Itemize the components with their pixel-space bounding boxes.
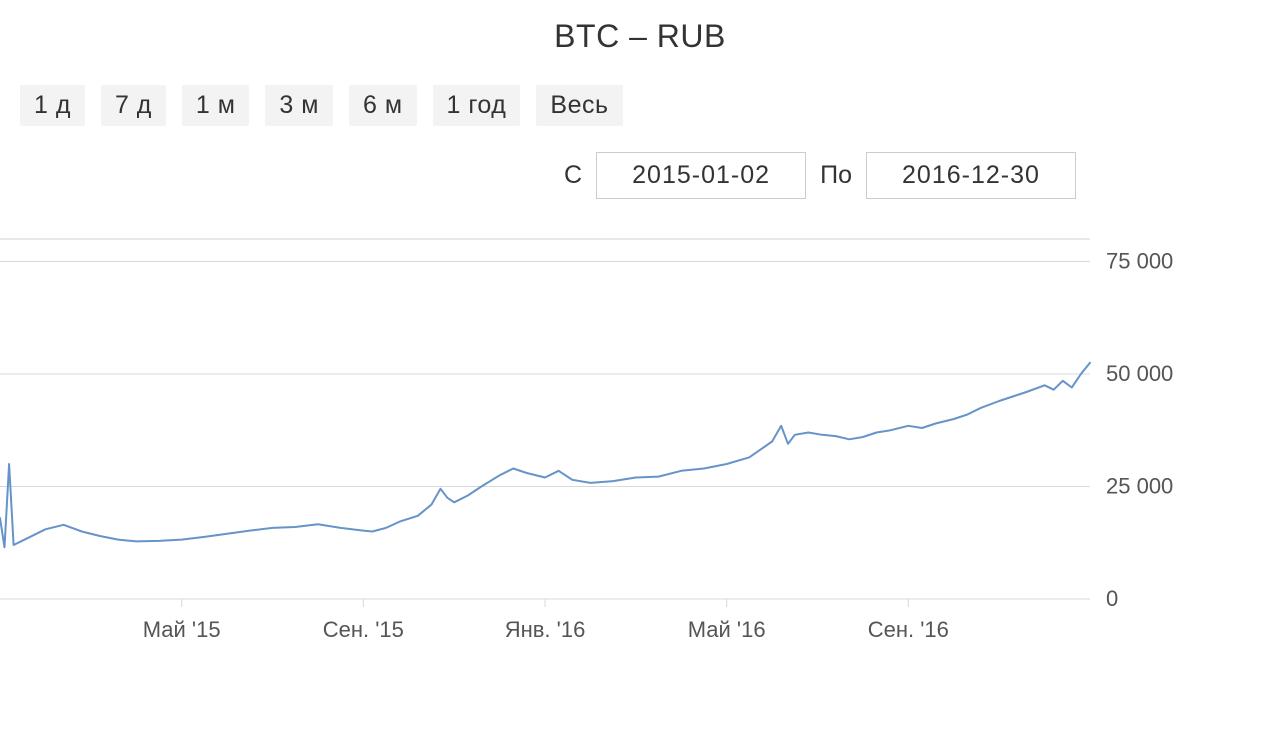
date-to-input[interactable] bbox=[866, 152, 1076, 199]
svg-text:Сен. '16: Сен. '16 bbox=[868, 617, 949, 642]
range-button-group: 1 д 7 д 1 м 3 м 6 м 1 год Весь bbox=[16, 85, 1264, 126]
svg-text:Янв. '16: Янв. '16 bbox=[505, 617, 586, 642]
svg-text:25 000: 25 000 bbox=[1106, 474, 1173, 499]
svg-text:0: 0 bbox=[1106, 586, 1118, 611]
date-from-label: С bbox=[564, 161, 582, 190]
date-to-label: По bbox=[820, 161, 852, 190]
svg-text:Сен. '15: Сен. '15 bbox=[323, 617, 404, 642]
range-3m-button[interactable]: 3 м bbox=[265, 85, 333, 126]
svg-text:Май '15: Май '15 bbox=[143, 617, 221, 642]
date-range-row: С По bbox=[16, 152, 1264, 199]
svg-text:50 000: 50 000 bbox=[1106, 361, 1173, 386]
range-all-button[interactable]: Весь bbox=[536, 85, 622, 126]
chart-svg: 0 25 000 50 000 75 000 Май '15 Сен. '15 Янв. '… bbox=[0, 229, 1280, 649]
range-6m-button[interactable]: 6 м bbox=[349, 85, 417, 126]
range-7d-button[interactable]: 7 д bbox=[101, 85, 166, 126]
price-chart[interactable]: 0 25 000 50 000 75 000 Май '15 Сен. '15 Янв. '… bbox=[0, 229, 1280, 649]
controls: 1 д 7 д 1 м 3 м 6 м 1 год Весь С По bbox=[0, 85, 1280, 199]
date-from-input[interactable] bbox=[596, 152, 806, 199]
page-title: BTC – RUB bbox=[0, 18, 1280, 55]
range-1m-button[interactable]: 1 м bbox=[182, 85, 250, 126]
range-1y-button[interactable]: 1 год bbox=[433, 85, 521, 126]
svg-text:75 000: 75 000 bbox=[1106, 249, 1173, 274]
range-1d-button[interactable]: 1 д bbox=[20, 85, 85, 126]
svg-text:Май '16: Май '16 bbox=[688, 617, 766, 642]
